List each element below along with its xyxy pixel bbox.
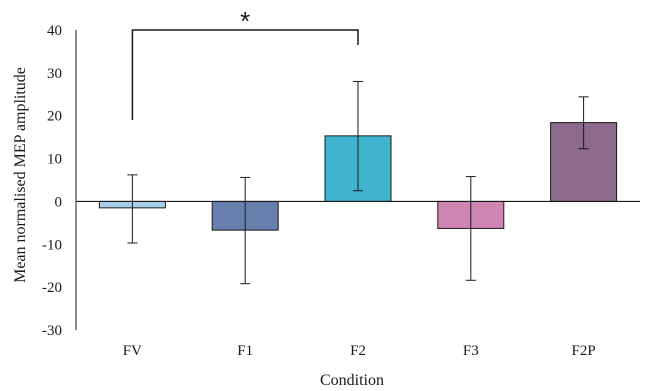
- error-bar-f1: [240, 176, 251, 285]
- y-tick-label: -30: [42, 323, 62, 339]
- error-bar-f3: [465, 176, 476, 281]
- y-tick-labels: -30 -20 -10 0 10 20 30 40: [42, 23, 62, 339]
- y-tick-label: -20: [42, 280, 62, 296]
- x-tick-label-f3: F3: [463, 343, 479, 359]
- y-tick-label: 20: [47, 109, 62, 125]
- y-tick-label: 10: [47, 152, 62, 168]
- y-tick-label: 30: [47, 66, 62, 82]
- significance-bracket: *: [131, 6, 359, 120]
- significance-star: *: [240, 6, 250, 36]
- x-tick-label-fv: FV: [123, 343, 142, 359]
- y-tick-label: 40: [47, 23, 62, 39]
- error-bar-f2p: [578, 96, 589, 150]
- x-tick-label-f1: F1: [237, 343, 253, 359]
- error-bars-group: [127, 80, 589, 285]
- y-axis-title: Mean normalised MEP amplitude: [12, 67, 29, 283]
- x-tick-label-f2: F2: [350, 343, 366, 359]
- error-bar-fv: [127, 174, 138, 244]
- x-axis-title: Condition: [320, 372, 384, 389]
- x-tick-labels: FV F1 F2 F3 F2P: [123, 343, 596, 359]
- y-tick-label: -10: [42, 237, 62, 253]
- significance-bracket-line: [131, 29, 359, 120]
- x-tick-label-f2p: F2P: [572, 343, 596, 359]
- error-bar-f2: [353, 80, 363, 192]
- y-tick-label: 0: [55, 194, 63, 210]
